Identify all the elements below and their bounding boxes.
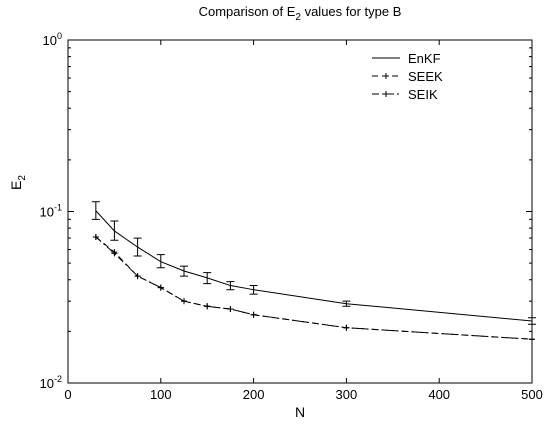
chart-title-subscript: 2 — [295, 12, 301, 23]
legend-label-enkf: EnKF — [408, 51, 441, 66]
data-point-seik — [111, 250, 118, 257]
chart-title-main: Comparison of E — [198, 4, 296, 19]
x-tick-label: 200 — [243, 387, 265, 402]
legend-label-seik: SEIK — [408, 87, 438, 102]
x-tick-label: 400 — [428, 387, 450, 402]
chart-title-rest: values for type B — [300, 4, 402, 19]
error-bar-enkf — [342, 300, 351, 307]
error-bar-enkf — [226, 281, 235, 291]
series-line-enkf — [95, 210, 533, 322]
y-axis-label: E2 — [8, 175, 28, 190]
data-point-seik — [343, 324, 350, 331]
x-tick-label: 300 — [336, 387, 358, 402]
y-axis-label-main: E — [8, 180, 24, 190]
error-bar-enkf — [91, 201, 100, 220]
x-tick-label: 500 — [521, 387, 543, 402]
series-line-seik — [95, 236, 533, 340]
legend-marker-seik — [383, 91, 389, 97]
legend-marker-seek — [383, 73, 389, 79]
data-point-seik — [181, 298, 187, 305]
x-tick-label: 0 — [64, 387, 71, 402]
data-point-seik — [134, 273, 141, 280]
y-tick-label: 10-2 — [40, 374, 62, 391]
legend-label-seek: SEEK — [408, 69, 443, 84]
y-tick-label: 10-1 — [40, 203, 62, 220]
y-tick-label: 100 — [43, 31, 62, 48]
error-bar-enkf — [528, 317, 536, 325]
data-point-seik — [250, 311, 257, 318]
error-bar-enkf — [180, 265, 188, 277]
plot-frame — [67, 39, 533, 384]
error-bar-enkf — [110, 220, 119, 241]
plot-area: 0 100 200 300 400 500 100 10-1 10-2 EnKF SEEK SEIK — [40, 31, 543, 402]
x-axis-label: N — [294, 404, 306, 420]
chart-title: Comparison of E2 values for type B — [68, 4, 532, 23]
data-point-seik — [204, 303, 211, 310]
data-point-seik — [157, 284, 164, 291]
x-tick-label: 100 — [150, 387, 172, 402]
error-bar-enkf — [249, 285, 258, 295]
y-axis-label-subscript: 2 — [17, 175, 28, 181]
data-point-seik — [529, 336, 535, 343]
data-point-seik — [227, 306, 234, 313]
error-bar-enkf — [133, 237, 142, 257]
error-bar-enkf — [203, 272, 212, 285]
error-bar-enkf — [156, 254, 165, 269]
data-point-seik — [92, 234, 99, 241]
